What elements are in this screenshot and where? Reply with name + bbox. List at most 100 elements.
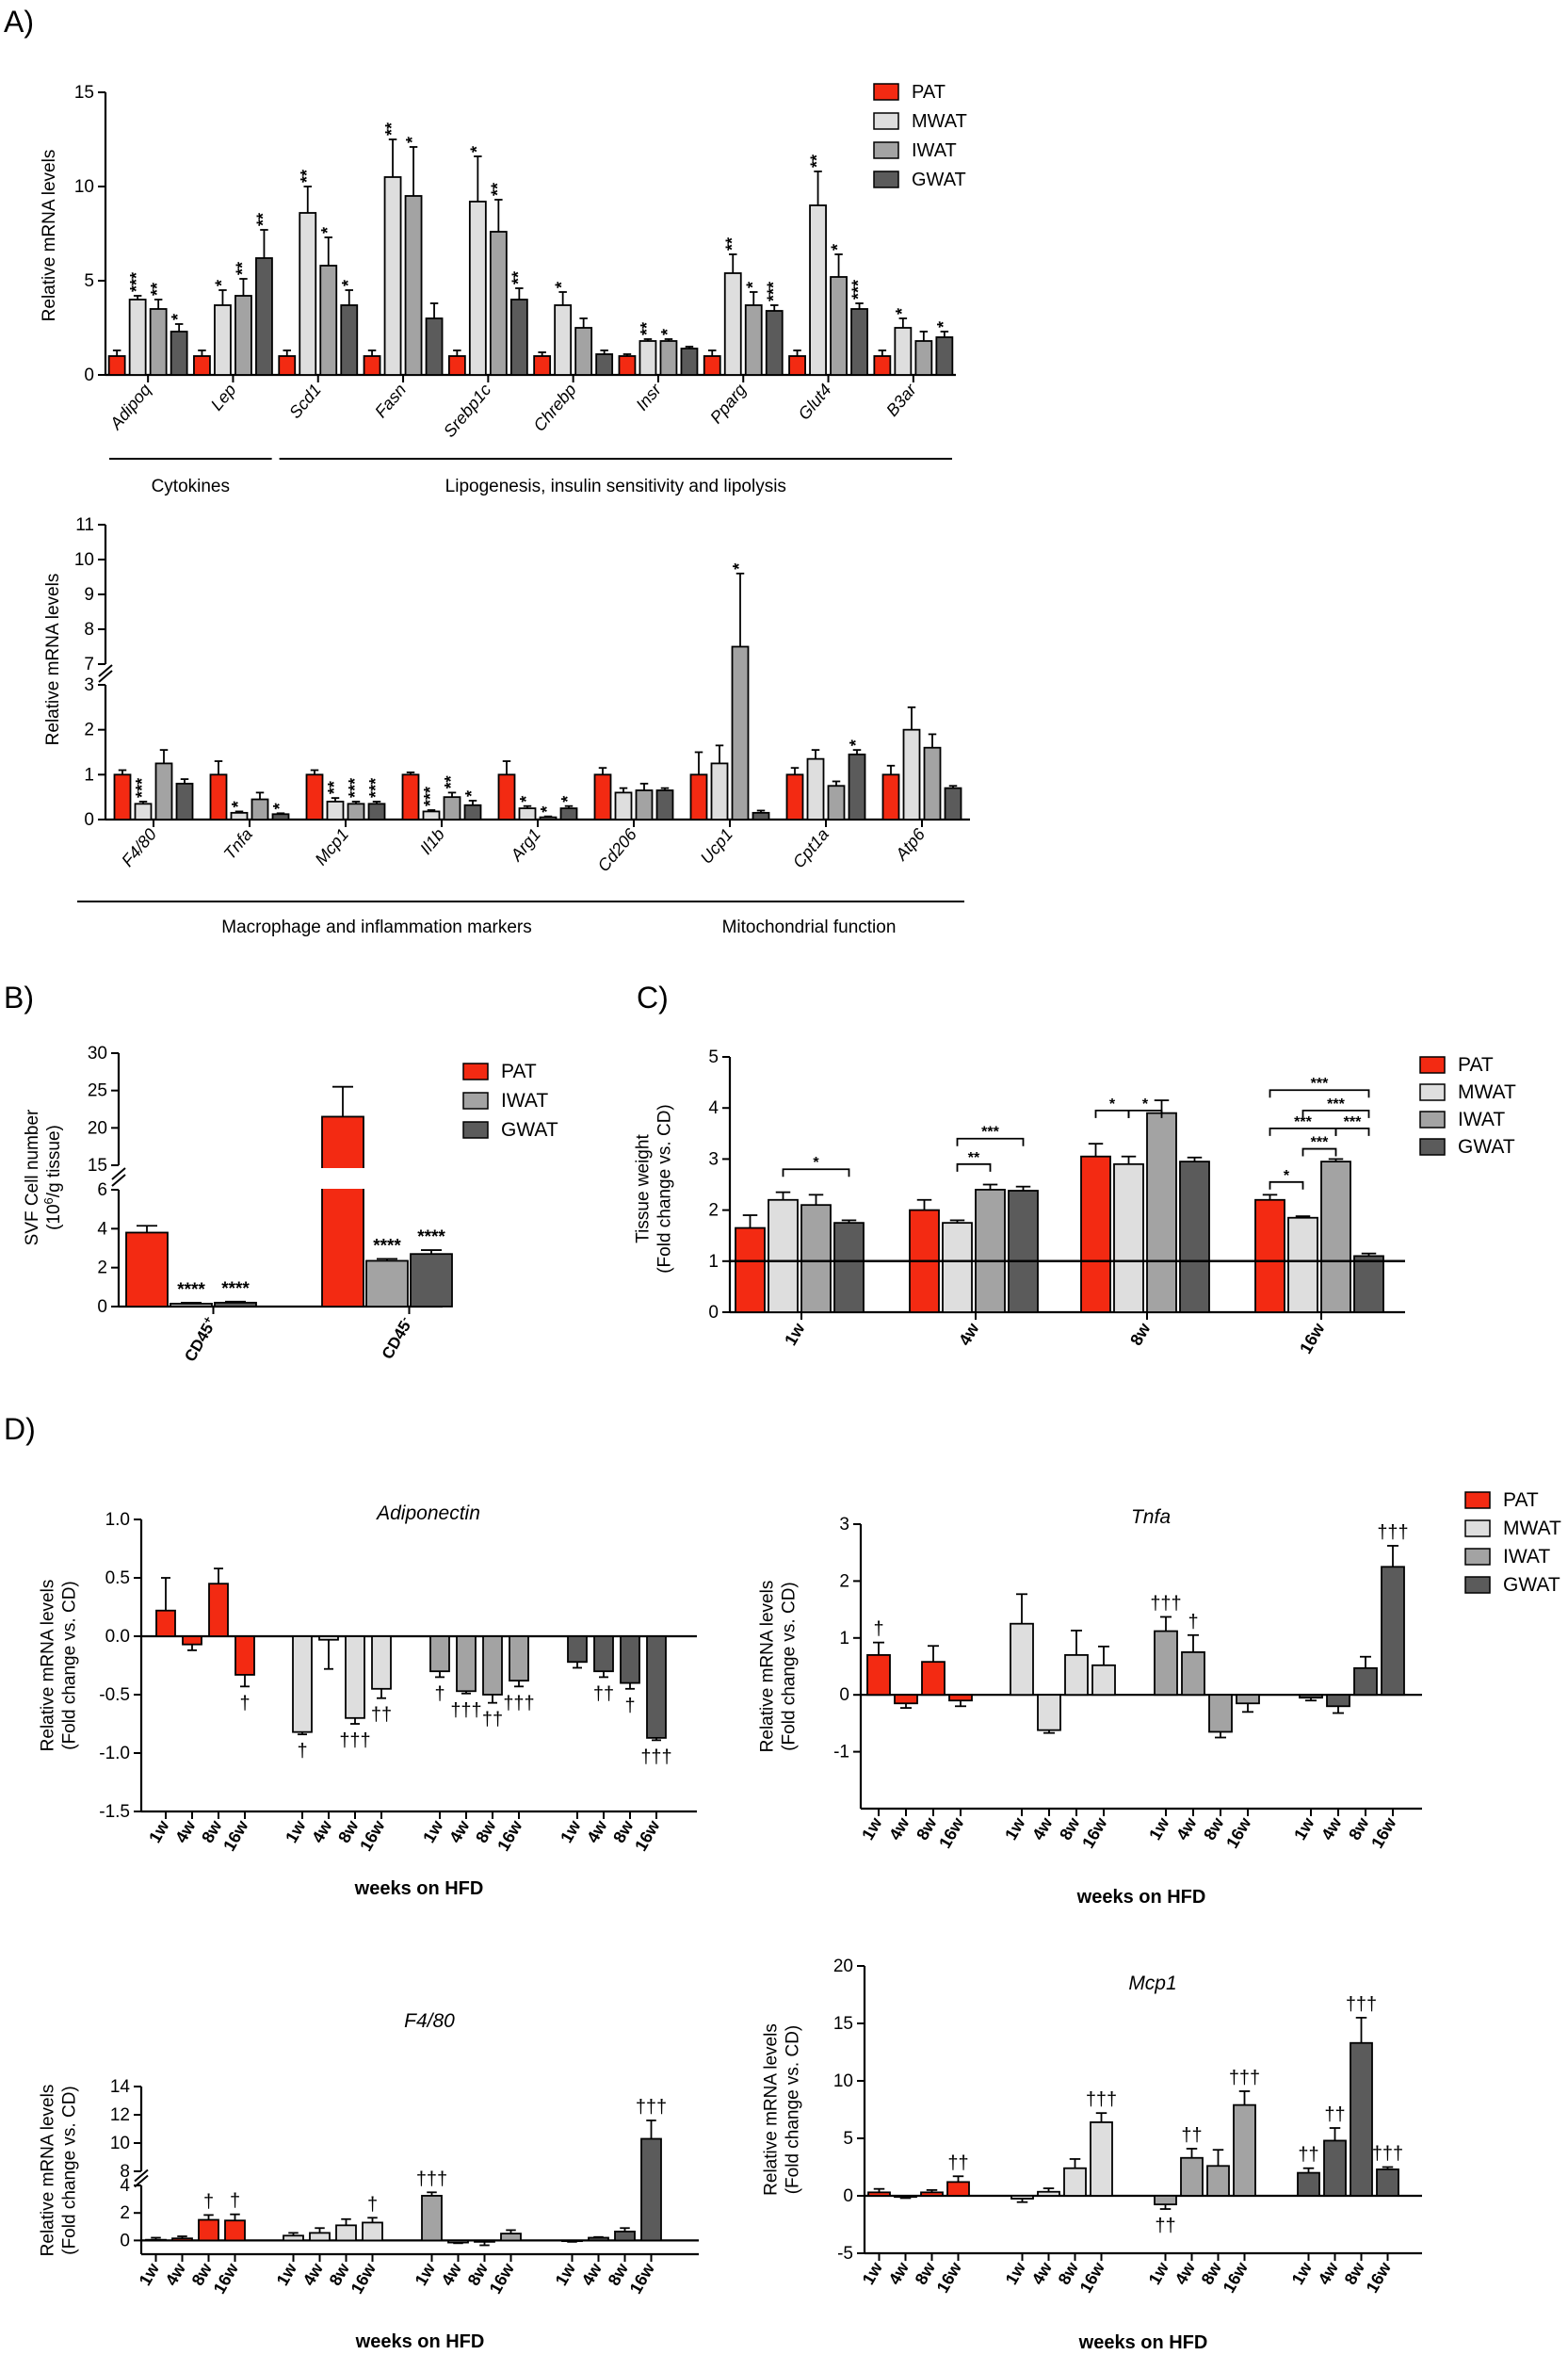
chart-c-tissue-weight: 0 1 2 3 4 5 Tissue weight (Fold change vs. CD) 1…: [634, 1048, 1516, 1356]
bar-iwat-16w: [1320, 1161, 1351, 1313]
axis-break-mark: [98, 670, 113, 683]
bar-gwat-pparg: [765, 310, 784, 376]
significance-stars: *: [467, 146, 486, 153]
bar-iwat-8w: [474, 2239, 495, 2243]
chart-d-mcp1: -5 0 5 10 15 20 Relative mRNA levels (Fold chan…: [762, 1957, 1422, 2353]
x-tick-label: 16w: [486, 2259, 519, 2297]
significance-stars: ***: [366, 778, 385, 798]
bar-pat-cd45: [125, 1231, 169, 1307]
dagger-mark: †††: [640, 1746, 671, 1767]
bar-iwat-4w: [447, 2239, 469, 2244]
significance-stars: *: [558, 796, 577, 803]
x-tick-label: Adipoq: [105, 381, 154, 434]
bar-mwat-adipoq: [128, 299, 147, 376]
bar-iwat-cd45: [170, 1303, 213, 1307]
bar-mwat-scd1: [299, 212, 317, 376]
comparison-bracket: [956, 1162, 992, 1172]
x-tick-label: 1w: [412, 2259, 440, 2289]
y-tick-label: 10: [110, 2134, 130, 2153]
y-tick-label: 5: [843, 2129, 853, 2149]
legend-label-mwat: MWAT: [912, 111, 967, 132]
bar-pat-8w: [920, 2191, 944, 2197]
x-tick-label: 1w: [273, 2259, 301, 2289]
bar-gwat-tnfa: [271, 813, 290, 820]
bar-mwat-8w: [1113, 1162, 1144, 1313]
significance-stars: ****: [221, 1279, 250, 1299]
x-tick-label: 8w: [1126, 1319, 1155, 1349]
y-tick-label: 15: [74, 83, 94, 103]
significance-stars: *: [658, 329, 677, 335]
dagger-mark: †††: [339, 1730, 370, 1751]
bar-iwat-srebp1c: [489, 231, 508, 376]
bar-iwat-chrebp: [574, 327, 593, 376]
legend-label-pat: PAT: [501, 1061, 537, 1082]
bar-mwat-srebp1c: [468, 201, 487, 376]
dagger-mark: ††: [947, 2152, 968, 2173]
x-tick-label: 16w: [1078, 1813, 1111, 1851]
x-tick-label: 4w: [308, 1816, 336, 1846]
x-tick-label: 4w: [1317, 1813, 1346, 1843]
bar-pat-8w: [921, 1661, 946, 1697]
bar-iwat-8w: [1146, 1112, 1177, 1313]
bar-pat-adipoq: [107, 355, 126, 376]
panel-label-b: B): [4, 981, 34, 1015]
bar-pat-16w: [946, 2181, 970, 2197]
legend-swatch-gwat: [873, 171, 899, 188]
bar-pat-16w: [234, 1635, 255, 1676]
legend-swatch-pat: [462, 1063, 489, 1080]
x-tick-label: 1w: [282, 1816, 310, 1846]
bar-mwat-16w: [371, 1635, 392, 1690]
y-tick-label: 10: [74, 177, 94, 197]
bar-gwat-scd1: [340, 304, 359, 376]
y-tick-label: 0: [843, 2186, 853, 2206]
x-tick-label-base: CD45: [379, 1318, 414, 1362]
dagger-mark: †: [230, 2191, 240, 2212]
x-tick-label: 16w: [219, 1816, 252, 1854]
bar-gwat-fasn: [425, 317, 444, 376]
legend-label-pat: PAT: [912, 82, 946, 103]
y-tick-label: 2: [84, 721, 94, 740]
y-tick-label: 4: [97, 1219, 107, 1239]
y-tick-label: 6: [97, 1180, 107, 1200]
dagger-mark: †††: [503, 1693, 534, 1713]
bar-iwat-16w: [509, 1635, 529, 1682]
y-axis-label: (Fold change vs. CD): [655, 1104, 675, 1274]
bar-mwat-16w: [1287, 1216, 1318, 1313]
bar-mwat-16w: [362, 2221, 383, 2242]
y-axis-units-base: (10: [44, 1204, 64, 1229]
y-tick-label: 3: [839, 1515, 849, 1535]
bar-break-gap: [320, 1168, 365, 1189]
bar-pat-8w: [1080, 1155, 1111, 1313]
y-tick-label: 30: [88, 1044, 107, 1064]
x-tick-label: 16w: [1222, 1813, 1255, 1851]
x-tick-label: 4w: [1028, 2258, 1057, 2288]
x-tick-label: 1w: [1145, 1813, 1173, 1843]
y-axis-label: Relative mRNA levels: [43, 574, 63, 746]
dagger-mark: ††: [1298, 2145, 1318, 2166]
comparison-bracket: [1301, 1147, 1337, 1157]
x-tick-label: 16w: [348, 2259, 380, 2297]
bar-gwat-16w: [640, 2137, 662, 2242]
bar-gwat-1w: [833, 1222, 865, 1313]
bar-pat-cpt1a: [785, 773, 804, 820]
x-tick-label: 1w: [419, 1816, 447, 1846]
bar-gwat-16w: [646, 1635, 667, 1739]
legend-swatch-gwat: [1419, 1138, 1446, 1156]
bar-gwat-arg1: [559, 807, 578, 820]
y-tick-label: 1: [84, 765, 94, 785]
x-tick-label: Fasn: [371, 381, 410, 422]
x-tick-label-cd45: CD45+: [180, 1314, 220, 1365]
bar-gwat-cd45: [410, 1253, 453, 1307]
y-tick-label: 8: [84, 620, 94, 640]
chart-title: Mcp1: [1128, 1973, 1176, 1994]
bar-pat-4w: [894, 2195, 917, 2199]
significance-stars: *: [403, 137, 422, 143]
y-tick-label: -5: [837, 2244, 853, 2264]
significance-stars: *: [517, 796, 536, 803]
bar-gwat-1w: [1299, 1694, 1323, 1699]
x-tick-label: 16w: [626, 2259, 659, 2297]
group-label: Lipogenesis, insulin sensitivity and lip…: [445, 477, 786, 496]
bar-iwat-b3ar: [914, 340, 933, 376]
x-tick-label: 1w: [1145, 2258, 1173, 2288]
